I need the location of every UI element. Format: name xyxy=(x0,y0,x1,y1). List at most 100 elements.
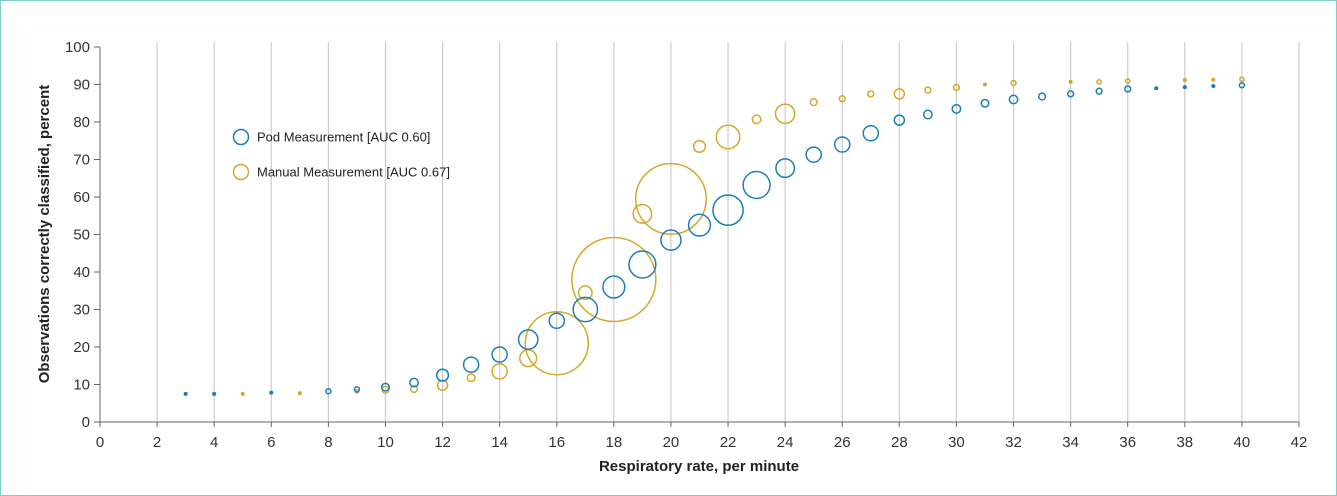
pod-point xyxy=(980,98,990,108)
pod-point xyxy=(712,194,744,226)
pod-point xyxy=(353,386,361,393)
manual-point xyxy=(924,86,932,94)
y-axis-title: Observations correctly classified, perce… xyxy=(36,85,53,383)
manual-point xyxy=(692,139,707,154)
x-tick-label: 26 xyxy=(834,434,851,451)
x-tick-label: 6 xyxy=(267,434,275,451)
manual-point xyxy=(715,124,741,150)
manual-point xyxy=(634,162,707,235)
pod-point xyxy=(775,158,796,179)
manual-point xyxy=(466,373,476,383)
x-tick-label: 34 xyxy=(1062,434,1079,451)
manual-point xyxy=(774,103,796,125)
legend-swatch-manual xyxy=(232,163,250,181)
pod-point xyxy=(380,382,391,392)
x-tick-label: 22 xyxy=(720,434,737,451)
x-tick-label: 0 xyxy=(96,434,104,451)
x-tick-label: 40 xyxy=(1234,434,1251,451)
pod-point xyxy=(1037,92,1047,101)
y-tick-label: 70 xyxy=(73,152,90,169)
pod-point xyxy=(409,377,419,388)
pod-point xyxy=(183,391,188,396)
x-tick-label: 30 xyxy=(948,434,965,451)
pod-point xyxy=(572,296,599,323)
pod-point xyxy=(1154,86,1159,91)
manual-point xyxy=(1010,79,1017,87)
x-tick-label: 14 xyxy=(491,434,508,451)
pod-point xyxy=(491,346,508,363)
manual-point xyxy=(809,98,818,107)
pod-point xyxy=(435,368,450,382)
pod-point xyxy=(1066,90,1075,98)
pod-point xyxy=(325,387,332,395)
pod-point xyxy=(805,146,823,163)
manual-point xyxy=(952,83,961,92)
pod-point xyxy=(687,213,712,237)
pod-point xyxy=(833,136,851,153)
x-tick-labels: 0 2 4 6 8 10 12 14 16 18 20 22 24 26 28 30 32 34 36 38 40 42 xyxy=(96,434,1308,451)
manual-point xyxy=(240,391,245,396)
axes xyxy=(94,46,1300,427)
manual-point xyxy=(409,384,419,394)
pod-point xyxy=(1238,81,1246,89)
y-tick-label: 90 xyxy=(73,77,90,94)
y-tick-label: 60 xyxy=(73,189,90,206)
legend: Pod Measurement [AUC 0.60] Manual Measur… xyxy=(232,128,450,181)
x-tick-label: 38 xyxy=(1176,434,1193,451)
manual-point xyxy=(1239,76,1245,83)
manual-point xyxy=(893,88,906,100)
x-tick-label: 2 xyxy=(153,434,161,451)
manual-point xyxy=(838,95,846,103)
pod-point xyxy=(1095,87,1103,95)
x-tick-label: 10 xyxy=(377,434,394,451)
pod-point xyxy=(1008,94,1019,105)
pod-point xyxy=(862,124,880,142)
x-tick-label: 28 xyxy=(891,434,908,451)
pod-point xyxy=(269,390,274,395)
manual-point xyxy=(751,114,762,125)
manual-point xyxy=(436,379,449,392)
y-tick-label: 40 xyxy=(73,264,90,281)
pod-point xyxy=(922,109,933,120)
y-tick-label: 30 xyxy=(73,302,90,319)
manual-point xyxy=(577,285,593,301)
legend-swatch-pod xyxy=(232,128,250,146)
manual-point xyxy=(1211,77,1216,82)
pod-point xyxy=(951,103,962,114)
x-axis-title: Respiratory rate, per minute xyxy=(599,458,799,475)
manual-point xyxy=(632,203,653,224)
data-points xyxy=(183,76,1246,396)
x-tick-label: 4 xyxy=(210,434,218,451)
x-tick-label: 36 xyxy=(1119,434,1136,451)
x-tick-label: 24 xyxy=(777,434,794,451)
pod-point xyxy=(628,250,657,279)
pod-point xyxy=(602,275,626,299)
x-tick-label: 18 xyxy=(606,434,623,451)
manual-point xyxy=(491,363,508,380)
x-tick-label: 8 xyxy=(324,434,332,451)
y-tick-label: 0 xyxy=(82,414,90,431)
pod-point xyxy=(1211,83,1216,89)
grid-lines xyxy=(156,42,1300,422)
pod-point xyxy=(548,312,566,330)
x-tick-label: 42 xyxy=(1291,434,1308,451)
pod-point xyxy=(517,329,539,350)
manual-point xyxy=(1068,79,1073,84)
y-tick-label: 100 xyxy=(65,39,90,56)
x-tick-label: 20 xyxy=(663,434,680,451)
manual-point xyxy=(982,82,988,87)
manual-point xyxy=(571,236,657,323)
pod-point xyxy=(1124,85,1132,93)
manual-point xyxy=(1182,77,1187,83)
manual-point xyxy=(524,311,590,376)
x-tick-label: 12 xyxy=(434,434,451,451)
y-tick-label: 50 xyxy=(73,227,90,244)
pod-point xyxy=(742,170,771,200)
pod-point xyxy=(462,356,480,373)
pod-point xyxy=(893,114,906,126)
y-tick-labels: 0 10 20 30 40 50 60 70 80 90 100 xyxy=(65,39,90,431)
manual-point xyxy=(867,90,875,98)
y-tick-label: 10 xyxy=(73,377,90,394)
x-tick-label: 32 xyxy=(1005,434,1022,451)
